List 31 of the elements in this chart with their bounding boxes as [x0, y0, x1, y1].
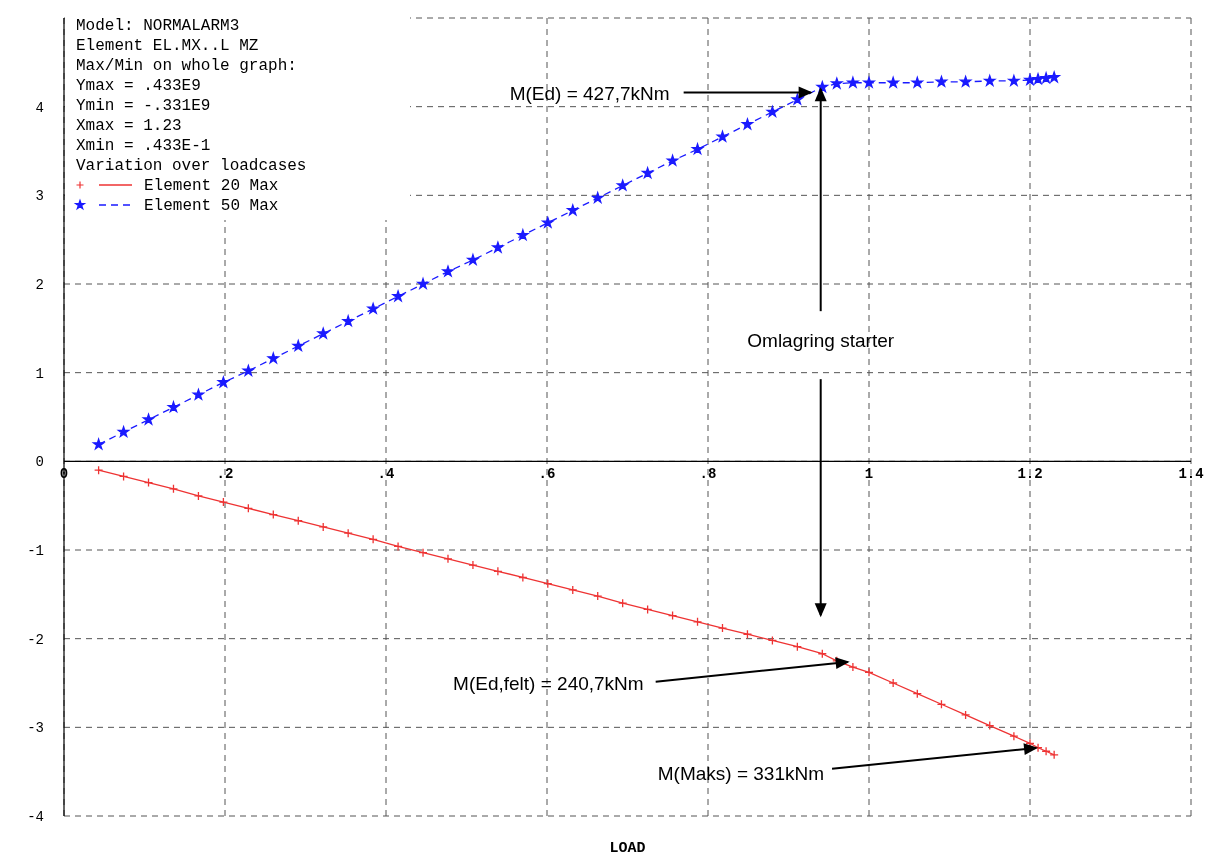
x-tick-label: .8	[699, 466, 717, 483]
annotation: Ymax = .433E9	[76, 77, 201, 95]
legend-label: Element 20 Max	[144, 177, 279, 195]
y-tick-label: -3	[27, 720, 44, 737]
annotation: Element EL.MX..L MZ	[76, 37, 259, 55]
annotation: Variation over loadcases	[76, 157, 307, 175]
y-tick-label: 1	[35, 365, 44, 382]
annotation: Model: NORMALARM3	[76, 17, 240, 35]
y-tick-label: 2	[35, 277, 44, 293]
annotation: Xmin = .433E-1	[76, 137, 211, 155]
x-axis-title: LOAD	[609, 840, 646, 857]
y-tick-label: -4	[27, 809, 44, 825]
annotation: Omlagring starter	[747, 330, 895, 352]
x-tick-label: 1	[864, 466, 874, 483]
y-tick-label: -1	[27, 543, 44, 559]
annotation: M(Ed) = 427,7kNm	[509, 83, 670, 105]
y-tick-label: 3	[35, 188, 44, 205]
y-tick-label: 0	[35, 454, 44, 471]
y-tick-label: 4	[35, 99, 44, 116]
x-tick-label: .6	[538, 466, 556, 483]
x-tick-label: .4	[377, 466, 395, 483]
x-tick-label: 1.4	[1178, 466, 1204, 483]
legend-label: Element 50 Max	[144, 197, 279, 215]
y-tick-label: -2	[27, 631, 44, 648]
annotation: Max/Min on whole graph:	[76, 57, 297, 75]
x-tick-label: .2	[216, 466, 234, 483]
x-tick-label: 1.2	[1017, 466, 1043, 483]
annotation: M(Ed,felt) = 240,7kNm	[453, 672, 644, 694]
annotation: Ymin = -.331E9	[76, 97, 211, 115]
annotation: M(Maks) = 331kNm	[657, 762, 825, 784]
annotation: Xmax = 1.23	[76, 117, 182, 135]
